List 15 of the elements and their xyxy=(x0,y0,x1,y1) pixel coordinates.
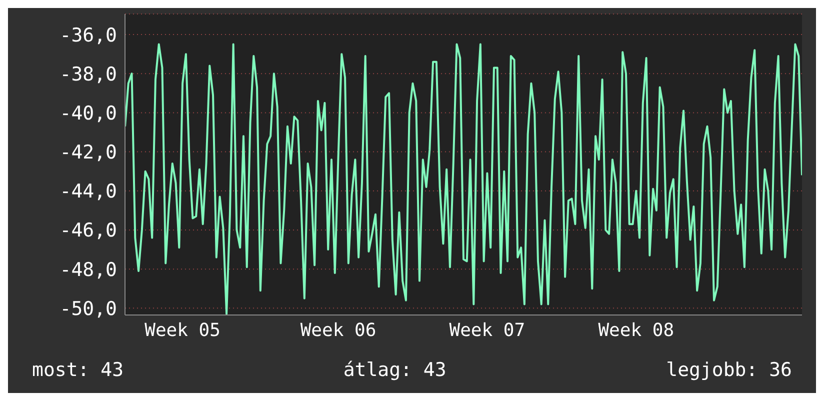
y-tick-label: -50,0 xyxy=(60,298,117,320)
text: átlag: 43 xyxy=(343,359,446,381)
x-tick-label: Week 05 xyxy=(144,320,220,341)
y-tick-label: -46,0 xyxy=(60,220,117,242)
x-tick-label: Week 08 xyxy=(598,320,674,341)
y-tick-label: -40,0 xyxy=(60,102,117,124)
x-tick-label: Week 06 xyxy=(300,320,376,341)
x-tick-label: Week 07 xyxy=(449,320,526,341)
y-tick-label: -44,0 xyxy=(60,180,117,203)
y-tick-label: -36,0 xyxy=(60,24,117,46)
y-tick-label: -42,0 xyxy=(60,142,117,164)
y-tick-label: -38,0 xyxy=(60,63,117,86)
y-tick-label: -48,0 xyxy=(60,258,117,281)
text: legjobb: 36 xyxy=(666,359,792,381)
text: most: 43 xyxy=(32,359,124,381)
